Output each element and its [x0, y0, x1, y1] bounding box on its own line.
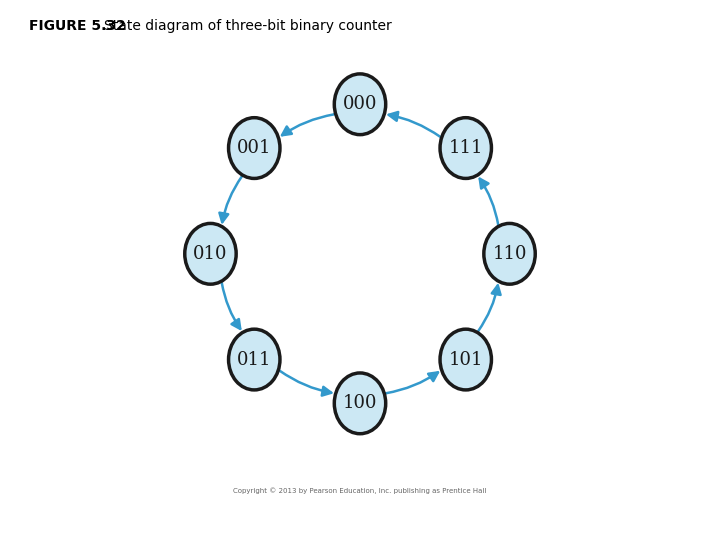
- Ellipse shape: [228, 118, 280, 178]
- Text: FIGURE 5.32: FIGURE 5.32: [29, 19, 125, 33]
- Ellipse shape: [440, 118, 492, 178]
- Ellipse shape: [334, 74, 386, 134]
- Ellipse shape: [334, 373, 386, 434]
- Text: Copyright ©2013 by Pearson Education, Inc.
All rights reserved.: Copyright ©2013 by Pearson Education, In…: [432, 512, 588, 528]
- Ellipse shape: [440, 329, 492, 390]
- Text: Copyright © 2013 by Pearson Education, Inc. publishing as Prentice Hall: Copyright © 2013 by Pearson Education, I…: [233, 487, 487, 494]
- Text: PEARSON: PEARSON: [648, 511, 720, 529]
- Text: 010: 010: [193, 245, 228, 263]
- Text: 111: 111: [449, 139, 483, 157]
- Text: 011: 011: [237, 350, 271, 368]
- Text: 000: 000: [343, 95, 377, 113]
- Text: State diagram of three-bit binary counter: State diagram of three-bit binary counte…: [104, 19, 392, 33]
- Text: 001: 001: [237, 139, 271, 157]
- Text: ALWAYS LEARNING: ALWAYS LEARNING: [11, 515, 106, 524]
- Text: Digital Design: With an Introduction to the Verilog HDL, 5e
M. Morris Mano ■ Mic: Digital Design: With an Introduction to …: [158, 512, 364, 527]
- Text: 101: 101: [449, 350, 483, 368]
- Ellipse shape: [228, 329, 280, 390]
- Text: 110: 110: [492, 245, 527, 263]
- Text: 100: 100: [343, 394, 377, 413]
- Ellipse shape: [185, 224, 236, 284]
- Ellipse shape: [484, 224, 535, 284]
